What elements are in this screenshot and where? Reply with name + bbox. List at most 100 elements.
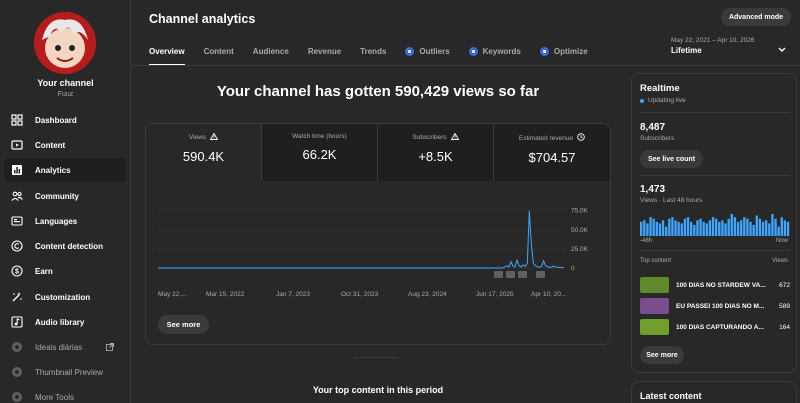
realtime-bar: [711, 217, 715, 236]
extension-badge-icon: [405, 46, 415, 56]
video-upload-marker: [494, 271, 503, 278]
sidebar-item-customization[interactable]: Customization: [4, 285, 126, 309]
svg-text:$: $: [15, 269, 19, 276]
see-more-button[interactable]: See more: [158, 315, 209, 334]
sidebar-item-audio-library[interactable]: Audio library: [4, 310, 126, 334]
realtime-bar: [705, 223, 708, 236]
sidebar-item-content-detection[interactable]: Content detection: [4, 234, 126, 258]
video-upload-marker: [518, 271, 527, 278]
sidebar-item-label: Analytics: [35, 165, 71, 175]
video-title: 100 DIAS CAPTURANDO A...: [676, 323, 764, 331]
realtime-bar: [771, 214, 774, 236]
realtime-bar: [783, 220, 787, 236]
video-thumbnail: [640, 277, 669, 293]
realtime-bar-chart[interactable]: [640, 212, 790, 236]
tab-trends[interactable]: Trends: [360, 40, 386, 62]
realtime-bar: [736, 221, 740, 236]
sidebar-item-more-tools[interactable]: More Tools: [4, 385, 126, 403]
metric-watch-time[interactable]: Watch time (hours) 66.2K: [262, 124, 378, 181]
realtime-title: Realtime: [640, 83, 680, 94]
channel-name: Your channel: [37, 78, 94, 88]
realtime-bar: [752, 225, 755, 236]
realtime-bar: [683, 218, 687, 236]
metric-revenue[interactable]: Estimated revenue $704.57: [494, 124, 610, 181]
sidebar-item-label: Content detection: [35, 241, 103, 251]
realtime-bar: [665, 226, 668, 236]
date-preset[interactable]: Lifetime: [671, 46, 702, 55]
sidebar-item-dashboard[interactable]: Dashboard: [4, 108, 126, 132]
x-tick-label: Aug 23, 2024: [408, 291, 447, 298]
channel-avatar[interactable]: [34, 12, 96, 74]
advanced-mode-button[interactable]: Advanced mode: [721, 8, 791, 26]
realtime-bar: [730, 214, 733, 236]
y-tick-label: 75.0K: [571, 208, 589, 215]
sidebar-item-community[interactable]: Community: [4, 184, 126, 208]
live-dot-icon: [640, 98, 644, 103]
clock-icon: [577, 133, 585, 143]
video-title: EU PASSEI 100 DIAS NO M...: [676, 302, 765, 310]
tab-revenue[interactable]: Revenue: [308, 40, 341, 62]
tab-optimize[interactable]: Optimize: [539, 40, 588, 62]
live-status: Updating live: [640, 97, 686, 104]
axis-start-label: -48h: [640, 238, 653, 244]
metric-subscribers[interactable]: Subscribers +8.5K: [378, 124, 494, 181]
chevron-down-icon[interactable]: [777, 41, 787, 59]
views-line-chart[interactable]: 75.0K 50.0K 25.0K 0 May 22,... Mar 15, 2022 Ja…: [146, 181, 610, 306]
extension-badge-icon: [539, 46, 549, 56]
metric-views[interactable]: Views 590.4K: [146, 124, 262, 181]
realtime-bar: [765, 220, 768, 236]
realtime-bar: [661, 220, 665, 236]
top-content-row[interactable]: 100 DIAS CAPTURANDO A... 164: [640, 319, 790, 335]
realtime-bar: [758, 218, 762, 236]
sidebar-item-analytics[interactable]: Analytics: [4, 158, 126, 182]
top-content-row[interactable]: 100 DIAS NO STARDEW VA... 672: [640, 277, 790, 293]
realtime-bar: [668, 218, 671, 236]
y-tick-label: 0: [571, 266, 575, 273]
sidebar-item-content[interactable]: Content: [4, 133, 126, 157]
realtime-bar: [774, 218, 777, 236]
sidebar-item-languages[interactable]: Languages: [4, 209, 126, 233]
tab-keywords[interactable]: Keywords: [468, 40, 521, 62]
x-tick-label: Oct 31, 2023: [341, 291, 379, 298]
top-content-row[interactable]: EU PASSEI 100 DIAS NO M... 589: [640, 298, 790, 314]
see-live-count-button[interactable]: See live count: [640, 150, 703, 168]
latest-content-title: Latest content: [640, 391, 702, 401]
tab-content[interactable]: Content: [204, 40, 234, 62]
tab-overview[interactable]: Overview: [149, 40, 185, 66]
metric-value: 66.2K: [302, 147, 337, 162]
sidebar-item-earn[interactable]: $ Earn: [4, 259, 126, 283]
channel-handle: Fuuz: [57, 91, 74, 98]
date-range[interactable]: May 22, 2021 – Apr 10, 2026: [671, 37, 755, 44]
sidebar-item-label: Dashboard: [35, 115, 77, 125]
overview-card: Views 590.4K Watch time (hours) 66.2K Su…: [145, 123, 611, 345]
live-status-label: Updating live: [648, 97, 686, 104]
realtime-see-more-button[interactable]: See more: [640, 346, 684, 364]
realtime-bar: [680, 223, 683, 236]
tab-outliers[interactable]: Outliers: [405, 40, 450, 62]
divider: [640, 250, 790, 251]
video-views: 589: [779, 302, 790, 310]
realtime-bar: [786, 221, 790, 236]
metric-value: +8.5K: [418, 149, 453, 164]
analytics-tabs: Overview Content Audience Revenue Trends…: [149, 40, 607, 66]
realtime-bar: [655, 221, 658, 236]
realtime-bar: [696, 220, 699, 236]
tab-label: Keywords: [482, 46, 521, 56]
sidebar-item-label: Ideais diárias: [35, 342, 83, 352]
realtime-bar: [746, 218, 749, 236]
metric-value: $704.57: [528, 150, 576, 165]
realtime-bar: [671, 217, 674, 236]
axis-end-label: Now: [775, 238, 788, 244]
content-icon: [10, 138, 24, 152]
top-content-label: Top content: [640, 258, 672, 264]
sidebar-item-thumbnail-preview[interactable]: Thumbnail Preview: [4, 360, 126, 384]
community-icon: [10, 189, 24, 203]
sidebar-item-ideais-diarias[interactable]: Ideais diárias: [4, 335, 126, 359]
sidebar-item-label: Languages: [35, 216, 78, 226]
realtime-bar: [740, 220, 743, 236]
video-title: 100 DIAS NO STARDEW VA...: [676, 281, 766, 289]
audio-library-icon: [10, 315, 24, 329]
tab-audience[interactable]: Audience: [253, 40, 289, 62]
warning-icon: [209, 132, 219, 142]
